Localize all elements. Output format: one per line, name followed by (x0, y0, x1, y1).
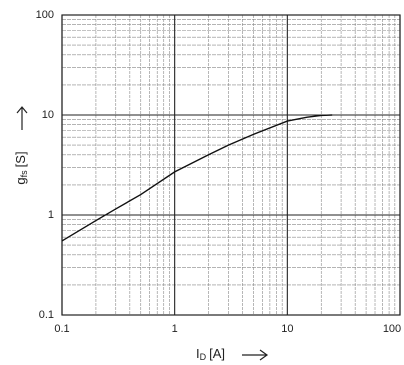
data-line (61, 114, 333, 242)
y-tick-label: 0.1 (39, 309, 54, 321)
x-tick-label: 10 (281, 323, 293, 335)
y-axis-arrow (16, 106, 28, 130)
y-label-subscript: fs (19, 170, 29, 178)
plot-frame (61, 14, 401, 316)
y-label-symbol: g (13, 177, 28, 184)
y-tick-label: 1 (48, 209, 54, 221)
y-axis-label: gfs [S] (13, 151, 29, 184)
x-axis-arrow (242, 349, 269, 361)
x-label-subscript: D (200, 352, 207, 362)
x-label-symbol: I (196, 346, 200, 361)
y-label-unit: [S] (13, 151, 28, 167)
x-tick-label: 0.1 (54, 323, 69, 335)
x-tick-label: 1 (172, 323, 178, 335)
y-tick-label: 10 (42, 109, 54, 121)
x-label-unit: [A] (209, 346, 225, 361)
y-tick-label: 100 (36, 9, 54, 21)
x-tick-label: 100 (383, 323, 401, 335)
x-axis-label: ID [A] (196, 346, 225, 362)
